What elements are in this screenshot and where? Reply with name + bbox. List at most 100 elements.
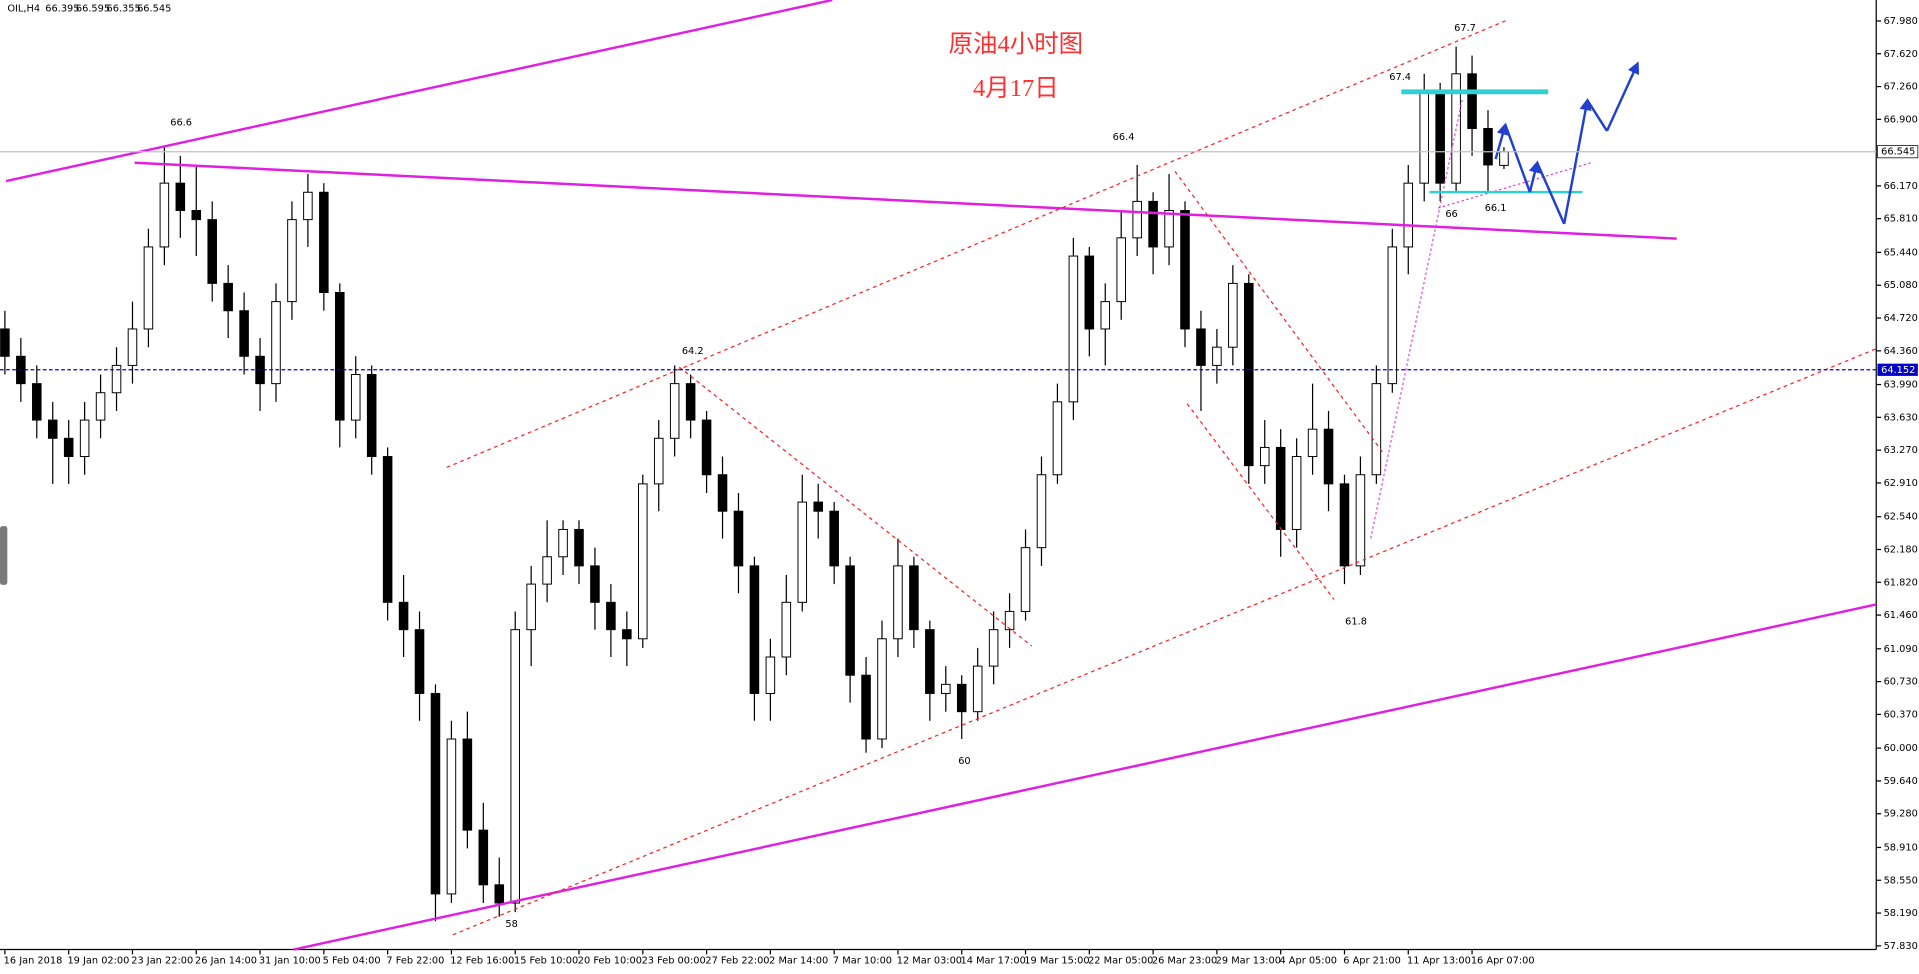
candle-body	[47, 419, 58, 439]
candle-body	[590, 565, 600, 603]
y-tick-label: 65.440	[1884, 247, 1918, 258]
candle-body	[287, 219, 297, 303]
candle-body	[893, 565, 903, 640]
candle-body	[1307, 428, 1318, 458]
y-tick-label: 67.980	[1884, 16, 1918, 27]
candle-body	[1259, 446, 1270, 467]
candle-body	[446, 738, 457, 895]
x-tick-label: 26 Jan 14:00	[195, 956, 257, 967]
x-tick-label: 31 Jan 10:00	[259, 956, 321, 967]
x-tick-label: 15 Feb 10:00	[514, 956, 578, 967]
candle-body	[127, 328, 138, 366]
level-label: 64.152	[1881, 365, 1915, 376]
x-tick-label: 12 Feb 16:00	[450, 956, 514, 967]
candle-body	[765, 656, 776, 694]
y-tick-label: 63.990	[1884, 380, 1918, 391]
candle-body	[366, 374, 377, 458]
candle-body	[430, 692, 441, 895]
channel-line	[678, 366, 1033, 647]
candle-body	[271, 301, 281, 385]
y-tick-label: 65.810	[1884, 214, 1918, 225]
candle-body	[988, 629, 999, 667]
forecast-arrow	[1586, 99, 1609, 132]
bid-label-box	[1877, 145, 1919, 159]
candle-body	[1275, 446, 1286, 530]
candle-body	[1084, 255, 1095, 330]
trendlines	[5, 0, 1877, 951]
candle-body	[956, 683, 967, 713]
y-tick-label: 65.080	[1884, 280, 1918, 291]
x-tick-label: 6 Apr 21:00	[1343, 956, 1401, 967]
candle-body	[111, 364, 122, 394]
candle-body	[542, 556, 552, 585]
trendline	[134, 161, 1677, 240]
y-tick-label: 67.260	[1884, 82, 1918, 93]
candle-body	[1339, 483, 1350, 567]
candle-body	[638, 483, 648, 640]
candle-body	[1419, 91, 1429, 184]
x-tick-label: 7 Mar 10:00	[833, 956, 892, 967]
candle-body	[781, 601, 792, 658]
candle-body	[350, 374, 361, 421]
y-tick-label: 67.620	[1884, 49, 1918, 60]
candle-body	[1212, 346, 1222, 366]
candle-body	[191, 210, 202, 221]
x-tick-label: 14 Mar 17:00	[961, 956, 1026, 967]
candle-body	[1467, 73, 1477, 129]
trendline	[1370, 97, 1464, 539]
y-tick-label: 63.630	[1884, 412, 1918, 423]
forecast-arrow	[1536, 162, 1566, 225]
candle-body	[143, 246, 154, 330]
candle-body	[526, 583, 536, 631]
candle-body	[303, 191, 313, 221]
candle-body	[414, 629, 425, 694]
price-annotation: 58	[505, 919, 517, 930]
trendline	[5, 0, 833, 183]
y-tick-label: 58.910	[1884, 842, 1918, 853]
candle-body	[829, 510, 839, 567]
y-tick-label: 59.640	[1884, 776, 1918, 787]
candle-body	[1020, 547, 1031, 612]
price-annotation: 66.4	[1113, 132, 1135, 143]
y-tick-label: 57.830	[1884, 941, 1918, 952]
x-tick-label: 19 Jan 02:00	[67, 956, 129, 967]
price-annotation: 64.2	[682, 346, 704, 357]
candle-body	[1132, 200, 1142, 239]
candle-body	[749, 565, 760, 694]
y-tick-label: 62.180	[1884, 544, 1918, 555]
candle-body	[1403, 182, 1414, 248]
chart-title: 原油4小时图	[949, 30, 1084, 58]
x-tick-label: 19 Mar 15:00	[1024, 956, 1089, 967]
y-tick-label: 63.270	[1884, 445, 1918, 456]
candle-body	[1164, 210, 1174, 248]
candle-body	[653, 437, 664, 485]
candle-body	[797, 501, 808, 603]
candle-body	[319, 191, 329, 293]
price-annotation: 66.1	[1485, 203, 1507, 214]
candle-body	[1499, 151, 1509, 166]
candle-body	[207, 219, 217, 284]
candle-body	[1435, 91, 1445, 184]
channel-line	[446, 20, 1506, 468]
x-tick-label: 2 Mar 14:00	[769, 956, 828, 967]
forecast-arrow	[1504, 124, 1532, 193]
candle-body	[909, 565, 919, 631]
candle-body	[972, 665, 983, 713]
y-tick-label: 60.370	[1884, 709, 1918, 720]
candle-body	[63, 437, 74, 458]
trendline	[1437, 162, 1592, 209]
candle-body	[478, 829, 489, 886]
candle-body	[1036, 474, 1047, 549]
candle-body	[1291, 456, 1302, 530]
candle-body	[1116, 237, 1126, 303]
price-annotation: 60	[958, 756, 970, 767]
chart-subtitle: 4月17日	[973, 75, 1059, 102]
y-tick-label: 64.720	[1884, 313, 1918, 324]
candle-body	[79, 419, 90, 458]
candle-body	[494, 884, 505, 904]
candle-body	[717, 474, 728, 512]
candle-body	[1451, 73, 1461, 184]
candle-body	[398, 601, 409, 631]
header-open: 66.395	[45, 4, 79, 15]
candle-body	[925, 629, 935, 694]
